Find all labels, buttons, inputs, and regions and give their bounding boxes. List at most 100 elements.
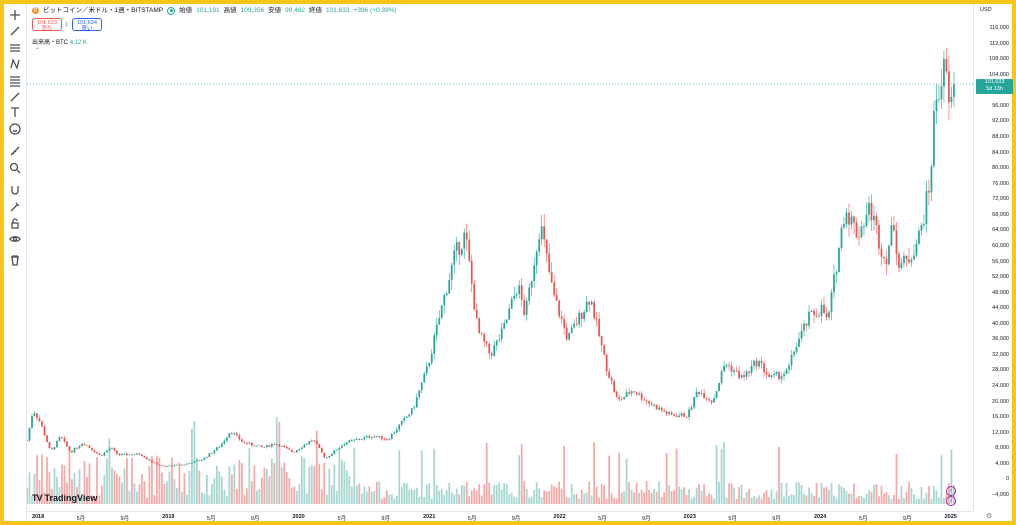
symbol-title[interactable]: ビットコイン／米ドル・1週・BITSTAMP bbox=[43, 7, 164, 14]
volume-bar bbox=[775, 491, 778, 504]
volume-bar bbox=[458, 494, 461, 504]
currency-label[interactable]: USD bbox=[980, 7, 992, 13]
candle-body bbox=[178, 464, 181, 466]
candle-body bbox=[198, 460, 201, 462]
volume-bar bbox=[63, 465, 66, 504]
text-icon[interactable] bbox=[6, 105, 24, 119]
volume-bar bbox=[548, 490, 551, 504]
volume-bar bbox=[568, 497, 571, 504]
lock-icon[interactable] bbox=[6, 216, 24, 230]
sell-button[interactable]: 101,633 売り bbox=[32, 18, 62, 32]
volume-bar bbox=[383, 497, 386, 504]
candle-body bbox=[703, 393, 705, 399]
candle-body bbox=[260, 445, 263, 447]
volume-bar bbox=[430, 498, 433, 504]
symbol-legend: ₿ ビットコイン／米ドル・1週・BITSTAMP 始値 101,191 高値 109… bbox=[32, 6, 397, 15]
volume-bar bbox=[933, 485, 935, 504]
volume-bar bbox=[563, 445, 566, 504]
collapse-legend-icon[interactable]: ⌃ bbox=[35, 48, 41, 54]
candle-body bbox=[128, 454, 131, 456]
candle-body bbox=[618, 396, 621, 400]
candle-body bbox=[350, 439, 353, 441]
volume-bar bbox=[106, 458, 108, 504]
magnet-icon[interactable] bbox=[6, 183, 24, 197]
volume-bar bbox=[560, 488, 563, 504]
candle-body bbox=[668, 412, 670, 414]
candle-body bbox=[773, 373, 775, 376]
volume-bar bbox=[920, 486, 923, 504]
candle-body bbox=[353, 439, 356, 441]
volume-bar bbox=[415, 487, 418, 504]
candle-body bbox=[743, 375, 745, 377]
y-tick-label: 104,000 bbox=[989, 71, 1009, 78]
volume-bar bbox=[156, 455, 158, 504]
volume-bar bbox=[151, 456, 153, 504]
time-axis[interactable]: 2018 5月 9月 2019 5月 9月 2020 5月 9月 2021 5月 9月 2022 5月 9月… bbox=[27, 511, 973, 522]
volume-bar bbox=[943, 497, 945, 504]
event-marker-icon[interactable]: ⚡ bbox=[946, 486, 956, 496]
price-chart[interactable] bbox=[27, 4, 973, 511]
crosshair-icon[interactable] bbox=[6, 8, 24, 22]
volume-bar bbox=[518, 455, 521, 504]
eye-icon[interactable] bbox=[6, 232, 24, 246]
settings-gear-icon[interactable]: ⚙ bbox=[986, 513, 993, 520]
candle-body bbox=[223, 440, 226, 444]
candle-body bbox=[713, 398, 715, 403]
stay-drawing-icon[interactable] bbox=[6, 200, 24, 214]
candle-body bbox=[915, 243, 918, 256]
tradingview-logo[interactable]: TV TradingView bbox=[32, 493, 97, 503]
candle-body bbox=[728, 364, 730, 366]
candle-body bbox=[665, 411, 668, 414]
candle-body bbox=[903, 255, 905, 264]
price-axis[interactable]: 116,000 112,000 108,000 104,000 96,000 92,000… bbox=[973, 4, 1013, 511]
volume-bar bbox=[360, 493, 363, 504]
buy-button[interactable]: 101,634 買い bbox=[72, 18, 102, 32]
volume-bar bbox=[460, 485, 463, 504]
candle-body bbox=[248, 442, 251, 444]
volume-bar bbox=[211, 484, 213, 504]
volume-bar bbox=[465, 481, 468, 504]
volume-bar bbox=[550, 484, 553, 504]
candle-body bbox=[860, 226, 863, 238]
candle-body bbox=[480, 333, 483, 334]
volume-bar bbox=[343, 461, 346, 504]
pattern-icon[interactable] bbox=[6, 57, 24, 71]
event-marker-icon-2[interactable]: ⚡ bbox=[946, 496, 956, 506]
channel-icon[interactable] bbox=[6, 41, 24, 55]
logo-text: TradingView bbox=[44, 493, 98, 503]
volume-bar bbox=[275, 417, 278, 504]
volume-bar bbox=[335, 490, 338, 504]
ruler-icon[interactable] bbox=[6, 144, 24, 158]
candle-body bbox=[853, 216, 855, 223]
candle-body bbox=[208, 453, 211, 457]
candle-body bbox=[833, 274, 835, 293]
emoji-icon[interactable] bbox=[6, 122, 24, 136]
zoom-icon[interactable] bbox=[6, 161, 24, 175]
candle-body bbox=[473, 283, 476, 310]
candle-body bbox=[633, 391, 636, 393]
candle-body bbox=[938, 99, 940, 101]
volume-bar bbox=[243, 494, 246, 504]
candle-body bbox=[578, 312, 581, 325]
candle-body bbox=[245, 442, 248, 444]
candle-body bbox=[885, 258, 888, 265]
trash-icon[interactable] bbox=[6, 253, 24, 267]
volume-bar bbox=[253, 465, 256, 504]
candle-body bbox=[338, 447, 341, 450]
candle-body bbox=[590, 301, 593, 305]
candle-body bbox=[183, 464, 186, 466]
volume-bar bbox=[116, 474, 118, 504]
candle-body bbox=[253, 445, 256, 447]
volume-bar bbox=[440, 488, 443, 504]
candle-body bbox=[440, 305, 443, 319]
brush-icon[interactable] bbox=[6, 90, 24, 104]
trend-line-icon[interactable] bbox=[6, 24, 24, 38]
fib-icon[interactable] bbox=[6, 74, 24, 88]
candle-body bbox=[715, 391, 718, 399]
volume-bar bbox=[245, 488, 248, 504]
candle-body bbox=[573, 323, 576, 328]
candle-body bbox=[788, 365, 790, 370]
candle-body bbox=[228, 433, 231, 438]
y-tick-label: 96,000 bbox=[992, 102, 1009, 109]
candle-body bbox=[840, 227, 843, 249]
